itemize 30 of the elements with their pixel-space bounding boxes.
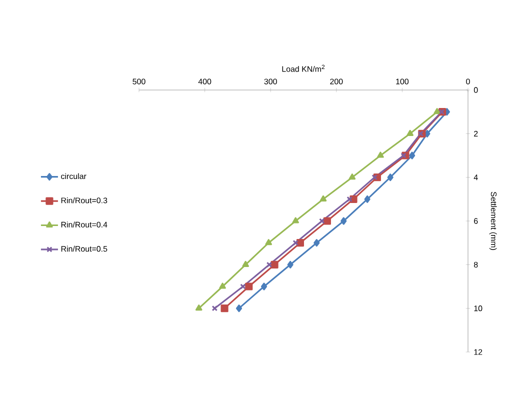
point [219,282,226,289]
point [314,239,320,247]
point [292,240,299,246]
point [434,108,440,114]
point [236,304,242,312]
point [377,152,384,158]
point [220,304,228,312]
point [195,304,202,311]
point [287,260,294,268]
point [409,152,416,160]
point [364,195,370,203]
point [400,152,406,158]
point [346,196,352,202]
point [265,239,272,246]
point [323,217,331,225]
point [387,174,394,182]
point [319,218,325,224]
point [245,282,253,290]
point [270,260,278,268]
point [266,262,272,268]
point [292,217,299,224]
point [260,282,268,290]
point [242,260,249,267]
point [296,239,304,247]
point [348,174,356,180]
point [240,284,246,290]
point [320,195,327,202]
point [372,174,378,180]
point [340,217,347,225]
point [406,130,414,136]
